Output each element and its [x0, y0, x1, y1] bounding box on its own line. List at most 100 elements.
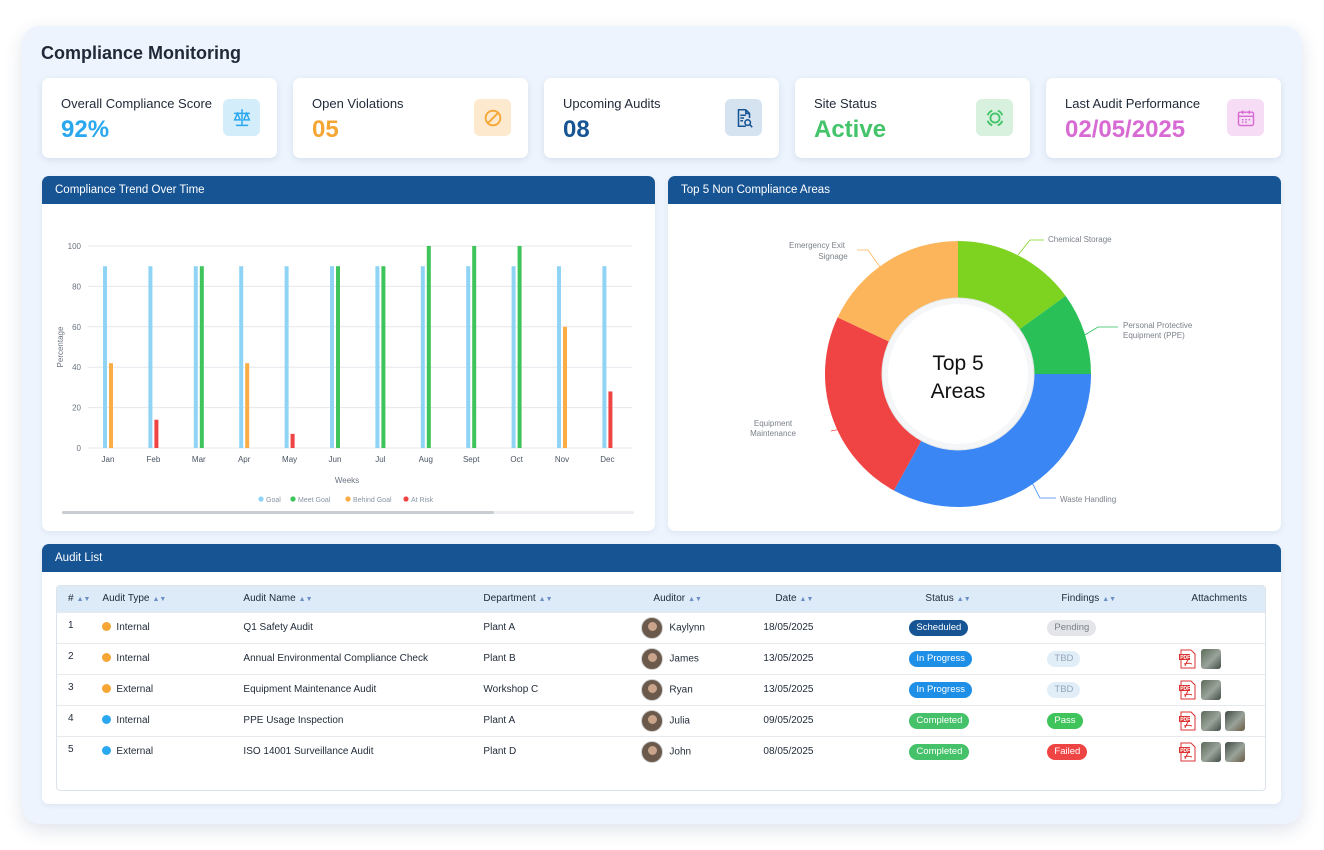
cell-findings: TBD	[1011, 642, 1134, 674]
image-thumbnail[interactable]	[1201, 710, 1222, 731]
legend-label: Goal	[266, 497, 281, 504]
x-tick-label: Oct	[510, 455, 523, 464]
bar-meet-goal[interactable]	[381, 266, 386, 448]
audit-list-panel: Audit List # ▲▼ Audit Type ▲▼ Audit Name ▲▼…	[42, 544, 1281, 804]
bar-behind-goal[interactable]	[563, 326, 567, 448]
kpi-card-upcoming-audits[interactable]: Upcoming Audits 08	[544, 78, 779, 158]
kpi-card-site-status[interactable]: Site Status Active	[795, 78, 1030, 158]
column-header-index[interactable]: # ▲▼	[57, 586, 97, 612]
x-tick-label: Apr	[238, 455, 251, 464]
table-row[interactable]: 2 Internal Annual Environmental Compliance…	[57, 642, 1265, 674]
bar-goal[interactable]	[420, 266, 425, 448]
column-header-audit-type[interactable]: Audit Type ▲▼	[96, 586, 238, 612]
avatar	[641, 709, 664, 732]
bar-goal[interactable]	[239, 266, 244, 448]
audit-table: # ▲▼ Audit Type ▲▼ Audit Name ▲▼ Department…	[57, 586, 1265, 767]
bar-goal[interactable]	[557, 266, 561, 448]
cell-attachments[interactable]	[1133, 611, 1265, 643]
bar-meet-goal[interactable]	[336, 266, 340, 448]
column-header-date[interactable]: Date ▲▼	[757, 586, 870, 612]
legend-label: Behind Goal	[353, 497, 392, 504]
dashboard-frame: Compliance Monitoring Overall Compliance…	[22, 26, 1302, 824]
y-tick-label: 20	[72, 404, 81, 413]
donut-slice-personal-protective-equipment-ppe[interactable]	[1017, 295, 1091, 374]
bar-meet-goal[interactable]	[472, 246, 477, 448]
kpi-card-last-audit[interactable]: Last Audit Performance 02/05/2025	[1046, 78, 1281, 158]
leader-line-exit	[857, 249, 881, 268]
column-header-findings[interactable]: Findings ▲▼	[1011, 586, 1134, 612]
cell-attachments[interactable]: PDF	[1133, 673, 1265, 705]
bar-at-risk[interactable]	[290, 433, 295, 448]
legend-swatch	[345, 496, 351, 502]
cell-audit-name[interactable]: ISO 14001 Surveillance Audit	[237, 735, 478, 767]
audit-type-icon	[102, 715, 112, 724]
x-tick-label: Nov	[555, 455, 569, 464]
image-thumbnail[interactable]	[1201, 679, 1222, 700]
bar-behind-goal[interactable]	[245, 363, 250, 448]
table-row[interactable]: 3 External Equipment Maintenance Audit Work…	[57, 673, 1265, 705]
image-thumbnail[interactable]	[1225, 741, 1246, 762]
cell-audit-name[interactable]: Equipment Maintenance Audit	[237, 673, 478, 705]
slice-label-exit-line1: Emergency Exit	[789, 241, 846, 250]
bar-goal[interactable]	[148, 266, 153, 448]
donut-slice-emergency-exit-signage[interactable]	[837, 241, 958, 343]
cell-status: In Progress	[869, 673, 1012, 705]
legend-label: Meet Goal	[298, 497, 331, 504]
cell-audit-name[interactable]: Q1 Safety Audit	[237, 611, 478, 643]
cell-index: 5	[57, 735, 97, 767]
image-thumbnail[interactable]	[1201, 741, 1222, 762]
slice-label-equipment-line2: Maintenance	[750, 429, 796, 438]
cell-attachments[interactable]: PDF	[1133, 642, 1265, 674]
bar-meet-goal[interactable]	[517, 246, 522, 448]
table-row[interactable]: 4 Internal PPE Usage Inspection Plant A Juli…	[57, 704, 1265, 736]
cell-date: 13/05/2025	[757, 642, 870, 674]
bar-goal[interactable]	[193, 266, 198, 448]
cell-audit-type: Internal	[96, 642, 238, 674]
cell-auditor: John	[629, 735, 758, 767]
column-header-department[interactable]: Department ▲▼	[477, 586, 630, 612]
column-header-audit-name[interactable]: Audit Name ▲▼	[237, 586, 478, 612]
bar-goal[interactable]	[602, 266, 607, 448]
sort-icon: ▲▼	[956, 596, 971, 604]
bar-goal[interactable]	[375, 266, 380, 448]
table-row[interactable]: 1 Internal Q1 Safety Audit Plant A Kaylynn 18…	[57, 611, 1265, 643]
bar-behind-goal[interactable]	[109, 363, 113, 448]
cell-attachments[interactable]: PDF	[1133, 704, 1265, 736]
cell-date: 18/05/2025	[757, 611, 870, 643]
kpi-value: 92%	[61, 116, 110, 143]
cell-audit-type: External	[96, 673, 238, 705]
y-tick-label: 100	[68, 242, 82, 251]
table-row[interactable]: 5 External ISO 14001 Surveillance Audit Pla…	[57, 735, 1265, 767]
cell-status: In Progress	[869, 642, 1012, 674]
donut-slice-equipment-maintenance[interactable]	[825, 317, 923, 491]
findings-badge: Pending	[1047, 619, 1097, 636]
kpi-card-open-violations[interactable]: Open Violations 05	[293, 78, 528, 158]
cell-audit-name[interactable]: Annual Environmental Compliance Check	[237, 642, 478, 674]
cell-audit-name[interactable]: PPE Usage Inspection	[237, 704, 478, 736]
findings-badge: TBD	[1047, 650, 1081, 667]
kpi-card-compliance-score[interactable]: Overall Compliance Score 92%	[42, 78, 277, 158]
pdf-file-icon: PDF	[1179, 711, 1196, 730]
image-thumbnail[interactable]	[1225, 710, 1246, 731]
bar-goal[interactable]	[511, 266, 516, 448]
bar-goal[interactable]	[284, 266, 289, 448]
prohibited-icon	[474, 99, 511, 136]
bar-meet-goal[interactable]	[426, 246, 431, 448]
chart-scrollbar-thumb[interactable]	[62, 511, 494, 514]
bar-goal[interactable]	[103, 266, 107, 448]
bar-at-risk[interactable]	[154, 419, 159, 448]
donut-slice-chemical-storage[interactable]	[958, 241, 1066, 331]
slice-label-chemical: Chemical Storage	[1048, 235, 1112, 244]
column-header-status[interactable]: Status ▲▼	[869, 586, 1012, 612]
bar-meet-goal[interactable]	[199, 266, 204, 448]
bar-at-risk[interactable]	[608, 391, 613, 448]
image-thumbnail[interactable]	[1201, 648, 1222, 669]
cell-status: Completed	[869, 704, 1012, 736]
sort-icon: ▲▼	[538, 596, 553, 604]
status-badge: Completed	[909, 743, 970, 760]
column-header-auditor[interactable]: Auditor ▲▼	[629, 586, 758, 612]
bar-goal[interactable]	[466, 266, 471, 448]
cell-findings: Failed	[1011, 735, 1134, 767]
cell-attachments[interactable]: PDF	[1133, 735, 1265, 767]
bar-goal[interactable]	[330, 266, 334, 448]
